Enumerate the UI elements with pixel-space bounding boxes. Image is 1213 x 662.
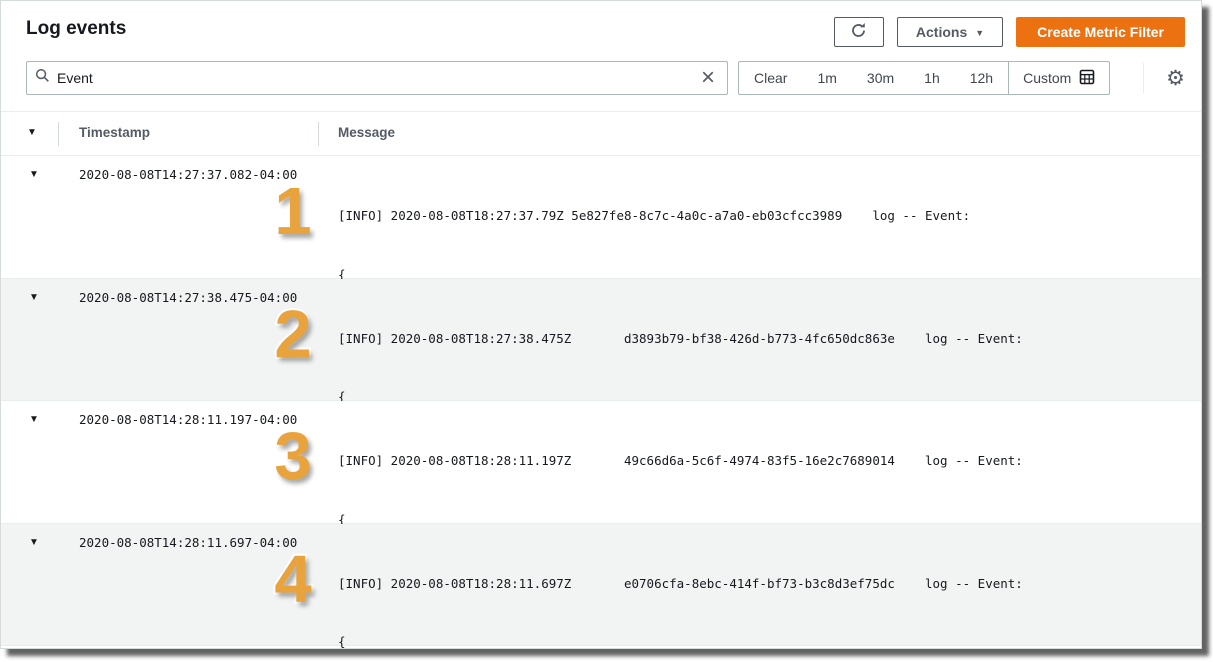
log-info-line: [INFO] 2020-08-08T18:28:11.697Z e0706cfa… <box>338 575 1023 591</box>
divider <box>1143 63 1145 93</box>
event-timestamp: 2020-08-08T14:27:37.082-04:00 <box>79 167 298 182</box>
page-title: Log events <box>26 18 127 39</box>
filter-bar: × Clear 1m 30m 1h 12h Custom ⚙ <box>26 61 1185 95</box>
timestamp-column-header[interactable]: Timestamp <box>79 125 151 140</box>
log-info-line: [INFO] 2020-08-08T18:27:37.79Z 5e827fe8-… <box>338 208 971 223</box>
column-divider <box>58 122 59 146</box>
message-column-header[interactable]: Message <box>338 125 396 140</box>
time-custom-button[interactable]: Custom <box>1008 62 1109 94</box>
header-actions: Actions ▼ Create Metric Filter <box>833 17 1185 47</box>
refresh-icon <box>850 22 867 42</box>
time-30m-button[interactable]: 30m <box>866 70 895 86</box>
log-event-row[interactable]: ▼ 2020-08-08T14:28:11.197-04:00 [INFO] 2… <box>1 401 1201 644</box>
log-events-panel: Log events Actions ▼ Create Metric Filte… <box>0 0 1202 649</box>
log-event-row[interactable]: ▼ 2020-08-08T14:27:38.475-04:00 [INFO] 2… <box>1 278 1201 638</box>
create-metric-filter-button[interactable]: Create Metric Filter <box>1016 17 1185 47</box>
search-icon <box>35 68 50 88</box>
json-open-brace: { <box>338 266 346 282</box>
time-1m-button[interactable]: 1m <box>817 70 837 86</box>
log-event-row[interactable]: ▼ 2020-08-08T14:28:11.697-04:00 [INFO] 2… <box>1 523 1201 649</box>
json-open-brace: { <box>338 389 346 404</box>
table-header: ▼ Timestamp Message <box>1 112 1201 156</box>
event-timestamp: 2020-08-08T14:28:11.697-04:00 <box>79 534 298 550</box>
log-info-line: [INFO] 2020-08-08T18:27:38.475Z d3893b79… <box>338 330 1023 346</box>
calendar-icon <box>1079 69 1095 88</box>
column-divider <box>318 122 319 146</box>
annotation-number: 4 <box>272 541 313 617</box>
json-open-brace: { <box>338 634 346 648</box>
expand-all-toggle[interactable]: ▼ <box>27 127 37 138</box>
actions-button-label: Actions <box>915 24 968 40</box>
annotation-number: 3 <box>272 419 313 494</box>
time-clear-button[interactable]: Clear <box>754 70 788 86</box>
log-events-list: ▼ 2020-08-08T14:27:37.082-04:00 [INFO] 2… <box>1 156 1201 648</box>
divider <box>1 111 1201 112</box>
expand-row-icon[interactable]: ▼ <box>29 414 39 425</box>
gear-icon[interactable]: ⚙ <box>1166 66 1185 90</box>
refresh-button[interactable] <box>833 17 884 47</box>
custom-label: Custom <box>1023 70 1072 86</box>
time-12h-button[interactable]: 12h <box>969 70 994 86</box>
event-timestamp: 2020-08-08T14:27:38.475-04:00 <box>79 289 298 305</box>
actions-button[interactable]: Actions ▼ <box>896 17 1004 47</box>
clear-search-icon[interactable]: × <box>700 64 715 91</box>
search-box[interactable]: × <box>26 61 728 95</box>
log-info-line: [INFO] 2020-08-08T18:28:11.197Z 49c66d6a… <box>338 453 1023 468</box>
chevron-down-icon: ▼ <box>975 28 985 38</box>
annotation-number: 1 <box>272 174 313 249</box>
event-message: [INFO] 2020-08-08T18:28:11.697Z e0706cfa… <box>338 535 1175 649</box>
expand-row-icon[interactable]: ▼ <box>29 536 39 548</box>
time-range-group: Clear 1m 30m 1h 12h Custom <box>738 61 1111 95</box>
search-input[interactable] <box>57 70 697 86</box>
json-open-brace: { <box>338 511 346 527</box>
log-event-row[interactable]: ▼ 2020-08-08T14:27:37.082-04:00 [INFO] 2… <box>1 156 1201 516</box>
time-1h-button[interactable]: 1h <box>924 70 940 86</box>
expand-row-icon[interactable]: ▼ <box>29 169 39 180</box>
event-timestamp: 2020-08-08T14:28:11.197-04:00 <box>79 412 298 427</box>
annotation-number: 2 <box>272 296 313 372</box>
expand-row-icon[interactable]: ▼ <box>29 291 39 303</box>
